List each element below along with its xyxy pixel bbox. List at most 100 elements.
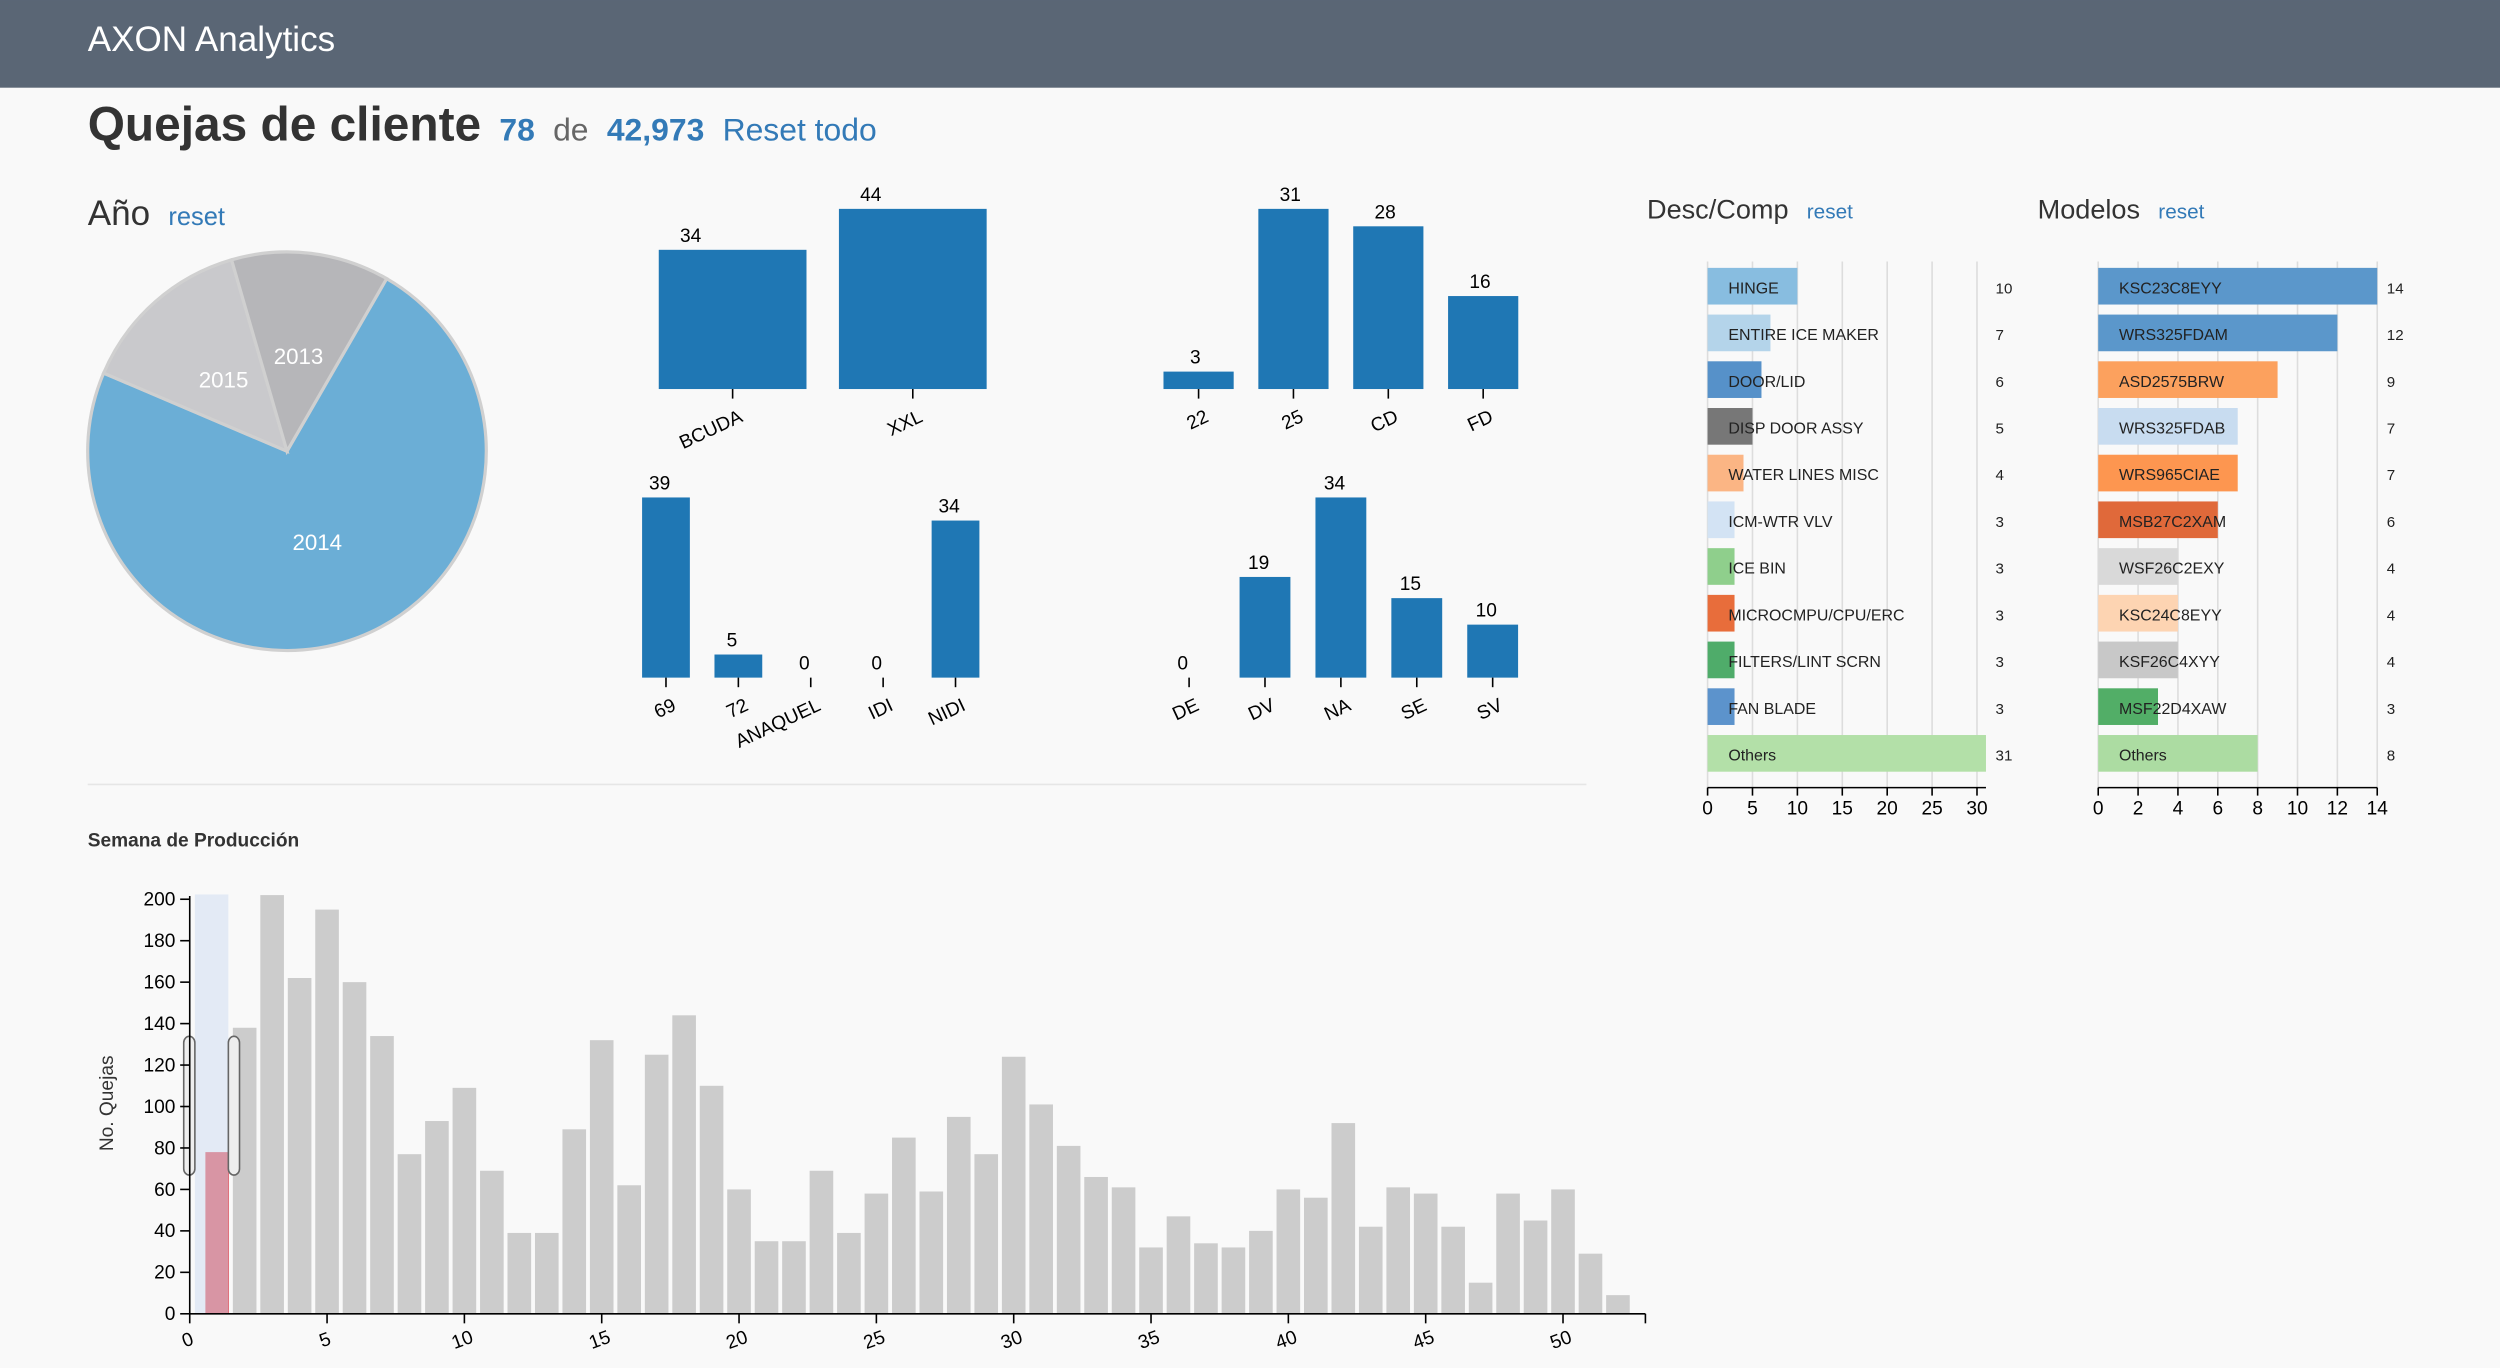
reset-link[interactable]: reset (2158, 200, 2204, 223)
bar[interactable] (1084, 1176, 1108, 1314)
bar[interactable] (837, 1232, 861, 1314)
bar[interactable] (672, 1015, 696, 1314)
pie-slice[interactable] (86, 276, 488, 653)
row-bar[interactable] (2098, 454, 2238, 492)
bar[interactable] (480, 1170, 504, 1314)
bar[interactable] (1441, 1226, 1465, 1314)
reset-link[interactable]: reset (1807, 200, 1853, 223)
bar[interactable] (699, 1085, 724, 1314)
bar[interactable] (658, 249, 807, 390)
bar[interactable] (397, 1154, 422, 1314)
row-bar[interactable] (2098, 594, 2178, 632)
bar[interactable] (1239, 576, 1291, 678)
bar[interactable] (1304, 1197, 1328, 1314)
row-bar[interactable] (2098, 314, 2338, 352)
pie-slice[interactable] (229, 250, 389, 456)
row-bar[interactable] (2098, 501, 2218, 539)
bar[interactable] (1578, 1253, 1603, 1314)
bar[interactable] (1331, 1123, 1356, 1314)
reset-all[interactable]: Reset todo (723, 111, 877, 147)
bar[interactable] (534, 1232, 559, 1314)
row-bar[interactable] (2098, 688, 2159, 725)
reset-link[interactable]: reset (168, 203, 225, 231)
bar[interactable] (452, 1087, 477, 1314)
bar[interactable] (919, 1191, 944, 1314)
bar[interactable] (642, 497, 690, 678)
bar[interactable] (1353, 226, 1424, 390)
bar[interactable] (425, 1121, 449, 1314)
bar[interactable] (1606, 1295, 1630, 1314)
bar[interactable] (1139, 1247, 1163, 1314)
row-bar[interactable] (2098, 267, 2378, 305)
brush-handle[interactable] (227, 1035, 241, 1176)
bar[interactable] (727, 1189, 751, 1314)
row-bar[interactable] (1707, 594, 1735, 632)
row-bar[interactable] (2098, 735, 2258, 772)
bar[interactable] (946, 1116, 971, 1314)
bar[interactable] (1276, 1189, 1301, 1314)
row-bar[interactable] (2098, 548, 2178, 585)
row-bar[interactable] (2098, 641, 2178, 679)
bar[interactable] (838, 208, 987, 390)
bar[interactable] (1386, 1187, 1411, 1314)
row-bar[interactable] (2098, 408, 2238, 445)
bar[interactable] (1001, 1056, 1026, 1314)
pie-slice[interactable] (101, 257, 290, 455)
bar[interactable] (1467, 624, 1519, 678)
bar[interactable] (1413, 1193, 1438, 1314)
bar[interactable] (1448, 296, 1519, 390)
bar[interactable] (287, 978, 312, 1314)
bar[interactable] (754, 1241, 779, 1314)
row-bar[interactable] (1707, 267, 1798, 305)
bar[interactable] (260, 895, 284, 1314)
bar[interactable] (589, 1040, 614, 1314)
value-label: 34 (680, 226, 702, 247)
bar[interactable] (205, 1152, 230, 1314)
bar[interactable] (1221, 1247, 1246, 1314)
row-bar[interactable] (1707, 361, 1762, 398)
row-bar[interactable] (1707, 408, 1753, 445)
bar[interactable] (1551, 1189, 1575, 1314)
row-bar[interactable] (1707, 735, 1986, 772)
value-label: 3 (1996, 561, 2004, 578)
row-bar[interactable] (1707, 501, 1735, 539)
bar[interactable] (1111, 1187, 1136, 1314)
row-bar[interactable] (1707, 641, 1735, 679)
row-bar[interactable] (1707, 314, 1771, 352)
value-label: 19 (1248, 553, 1269, 574)
bar[interactable] (714, 654, 763, 678)
bar[interactable] (1258, 208, 1329, 390)
bar[interactable] (1056, 1145, 1081, 1314)
row-bar[interactable] (1707, 454, 1744, 492)
bar[interactable] (562, 1129, 587, 1314)
bar[interactable] (370, 1036, 394, 1314)
bar[interactable] (974, 1154, 999, 1314)
row-bar[interactable] (1707, 548, 1735, 585)
bar[interactable] (1166, 1216, 1191, 1314)
row-bar[interactable] (2098, 361, 2278, 398)
bar[interactable] (931, 520, 980, 678)
bar[interactable] (315, 909, 339, 1314)
bar[interactable] (644, 1054, 669, 1314)
bar[interactable] (1029, 1104, 1053, 1314)
bar[interactable] (1523, 1220, 1548, 1314)
bar[interactable] (1496, 1193, 1520, 1314)
bar[interactable] (342, 982, 367, 1314)
bar[interactable] (1468, 1282, 1493, 1314)
bar[interactable] (1249, 1230, 1273, 1314)
bar[interactable] (1194, 1243, 1218, 1314)
brand[interactable]: AXON Analytics (88, 20, 335, 59)
x-tick-label: 35 (1136, 1327, 1163, 1354)
bar[interactable] (1358, 1226, 1383, 1314)
bar[interactable] (782, 1241, 806, 1314)
bar[interactable] (1391, 598, 1443, 678)
brush-selection[interactable] (194, 894, 229, 1314)
row-bar[interactable] (1707, 688, 1735, 725)
bar[interactable] (809, 1170, 834, 1314)
bar[interactable] (892, 1137, 916, 1314)
bar[interactable] (864, 1193, 889, 1314)
bar[interactable] (1163, 371, 1234, 390)
bar[interactable] (617, 1185, 641, 1314)
bar[interactable] (1315, 497, 1367, 678)
bar[interactable] (507, 1232, 532, 1314)
